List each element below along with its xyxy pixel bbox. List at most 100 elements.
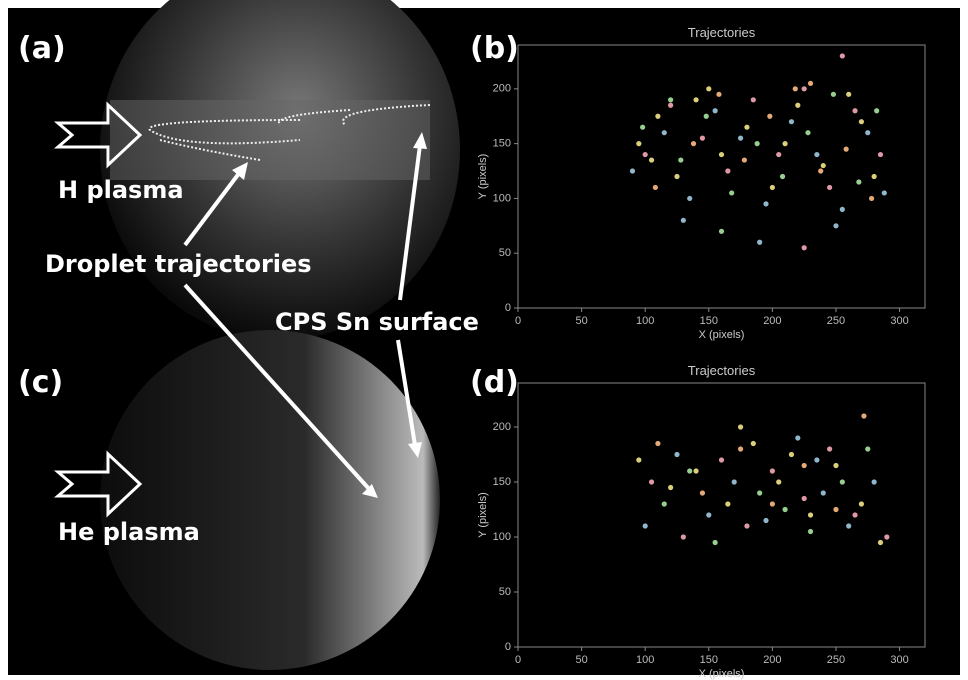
data-point bbox=[741, 157, 747, 163]
x-tick-label: 300 bbox=[890, 315, 908, 327]
data-point bbox=[818, 168, 824, 174]
data-point bbox=[820, 490, 826, 496]
data-point bbox=[788, 119, 795, 125]
data-point bbox=[861, 413, 867, 419]
x-tick-label: 200 bbox=[763, 654, 781, 666]
data-point bbox=[763, 517, 769, 524]
data-point bbox=[699, 490, 706, 496]
data-point bbox=[640, 124, 646, 130]
data-point bbox=[690, 141, 697, 147]
data-point bbox=[744, 523, 750, 529]
data-point bbox=[852, 108, 858, 114]
data-point bbox=[680, 534, 686, 540]
data-point bbox=[661, 130, 667, 136]
data-point bbox=[642, 151, 648, 158]
data-point bbox=[782, 141, 788, 147]
x-tick-label: 100 bbox=[636, 654, 654, 666]
data-point bbox=[636, 457, 642, 463]
data-point bbox=[706, 86, 712, 92]
data-point bbox=[687, 468, 693, 474]
data-point bbox=[737, 446, 744, 452]
panel-label: (d) bbox=[470, 365, 519, 400]
data-point bbox=[668, 484, 674, 491]
data-point bbox=[767, 113, 773, 119]
data-point bbox=[729, 190, 735, 196]
data-point bbox=[805, 130, 811, 136]
x-axis-label: X (pixels) bbox=[699, 329, 745, 341]
data-point bbox=[852, 512, 858, 518]
data-point bbox=[678, 157, 684, 163]
data-point bbox=[668, 97, 674, 103]
data-point bbox=[874, 108, 880, 114]
data-point bbox=[648, 479, 655, 485]
data-point bbox=[871, 173, 877, 180]
data-point bbox=[636, 141, 642, 147]
data-point bbox=[846, 523, 852, 529]
plot-b-bg bbox=[460, 8, 960, 345]
data-point bbox=[674, 173, 680, 180]
y-axis-label: Y (pixels) bbox=[477, 154, 489, 200]
data-point bbox=[792, 86, 798, 92]
data-point bbox=[871, 479, 877, 485]
data-point bbox=[750, 440, 756, 447]
data-point bbox=[839, 206, 845, 212]
annotation: CPS Sn surface bbox=[275, 308, 479, 336]
data-point bbox=[693, 97, 699, 103]
data-point bbox=[655, 440, 661, 447]
y-tick-label: 100 bbox=[493, 192, 511, 204]
data-point bbox=[712, 108, 718, 114]
y-tick-label: 200 bbox=[493, 83, 511, 95]
data-point bbox=[763, 201, 769, 207]
data-point bbox=[706, 512, 712, 518]
y-tick-label: 200 bbox=[493, 421, 511, 433]
x-tick-label: 0 bbox=[515, 654, 521, 666]
x-tick-label: 0 bbox=[515, 315, 521, 327]
data-point bbox=[833, 506, 839, 513]
data-point bbox=[858, 501, 865, 507]
data-point bbox=[776, 151, 782, 158]
data-point bbox=[795, 102, 801, 108]
data-point bbox=[782, 506, 788, 513]
data-point bbox=[661, 501, 667, 507]
data-point bbox=[776, 479, 782, 485]
data-point bbox=[769, 468, 775, 474]
data-point bbox=[858, 119, 865, 125]
data-point bbox=[754, 141, 760, 147]
x-tick-label: 250 bbox=[827, 654, 845, 666]
y-tick-label: 0 bbox=[505, 302, 511, 314]
x-tick-label: 150 bbox=[700, 654, 718, 666]
data-point bbox=[877, 151, 884, 158]
plot-frame bbox=[517, 382, 926, 648]
data-point bbox=[827, 184, 833, 191]
data-point bbox=[699, 135, 706, 141]
data-point bbox=[820, 162, 826, 169]
data-point bbox=[757, 239, 763, 245]
data-point bbox=[839, 479, 845, 485]
data-point bbox=[865, 130, 871, 136]
y-tick-label: 50 bbox=[499, 586, 511, 598]
data-point bbox=[833, 462, 839, 469]
plot-title: Trajectories bbox=[688, 25, 756, 40]
plot-d-bg bbox=[460, 345, 960, 675]
data-point bbox=[655, 113, 661, 119]
data-point bbox=[744, 124, 750, 130]
data-point bbox=[801, 462, 807, 469]
data-point bbox=[884, 534, 890, 540]
data-point bbox=[877, 539, 884, 546]
x-tick-label: 250 bbox=[827, 315, 845, 327]
data-point bbox=[725, 168, 731, 174]
data-point bbox=[839, 53, 845, 59]
x-tick-label: 100 bbox=[636, 315, 654, 327]
data-point bbox=[652, 184, 658, 191]
data-point bbox=[769, 184, 775, 191]
panel-label: (b) bbox=[470, 31, 519, 66]
plot-title: Trajectories bbox=[688, 363, 756, 378]
data-point bbox=[865, 446, 871, 452]
y-tick-label: 0 bbox=[505, 641, 511, 653]
data-point bbox=[687, 195, 693, 202]
data-point bbox=[674, 451, 680, 458]
data-point bbox=[881, 190, 887, 196]
pointer-arrows bbox=[183, 132, 427, 498]
plot-frame bbox=[517, 44, 926, 309]
data-point bbox=[779, 173, 786, 180]
